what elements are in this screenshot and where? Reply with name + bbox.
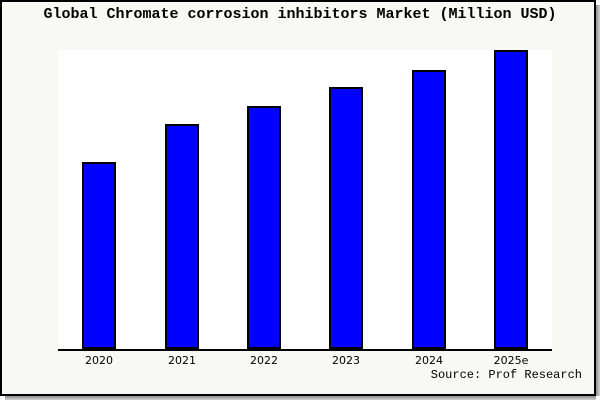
x-tick-label-2021: 2021	[168, 354, 196, 367]
figure-shadow-right	[596, 5, 600, 396]
bar-2022	[247, 106, 281, 349]
source-label: Source: Prof Research	[430, 368, 582, 382]
x-tick-label-2024: 2024	[415, 354, 443, 367]
bar-2025e	[494, 50, 528, 349]
plot-area	[58, 50, 552, 351]
bar-2021	[165, 124, 199, 349]
bar-2020	[82, 162, 116, 349]
chart-title: Global Chromate corrosion inhibitors Mar…	[43, 6, 557, 23]
x-tick-label-2022: 2022	[250, 354, 278, 367]
figure-shadow-bottom	[5, 396, 596, 400]
x-tick-label-2023: 2023	[332, 354, 360, 367]
x-tick-label-2020: 2020	[85, 354, 113, 367]
bar-2023	[329, 87, 363, 349]
bar-2024	[412, 70, 446, 349]
x-axis-labels: 2020 2021 2022 2023 2024 2025e	[58, 354, 552, 368]
x-tick-label-2025e: 2025e	[493, 354, 529, 367]
